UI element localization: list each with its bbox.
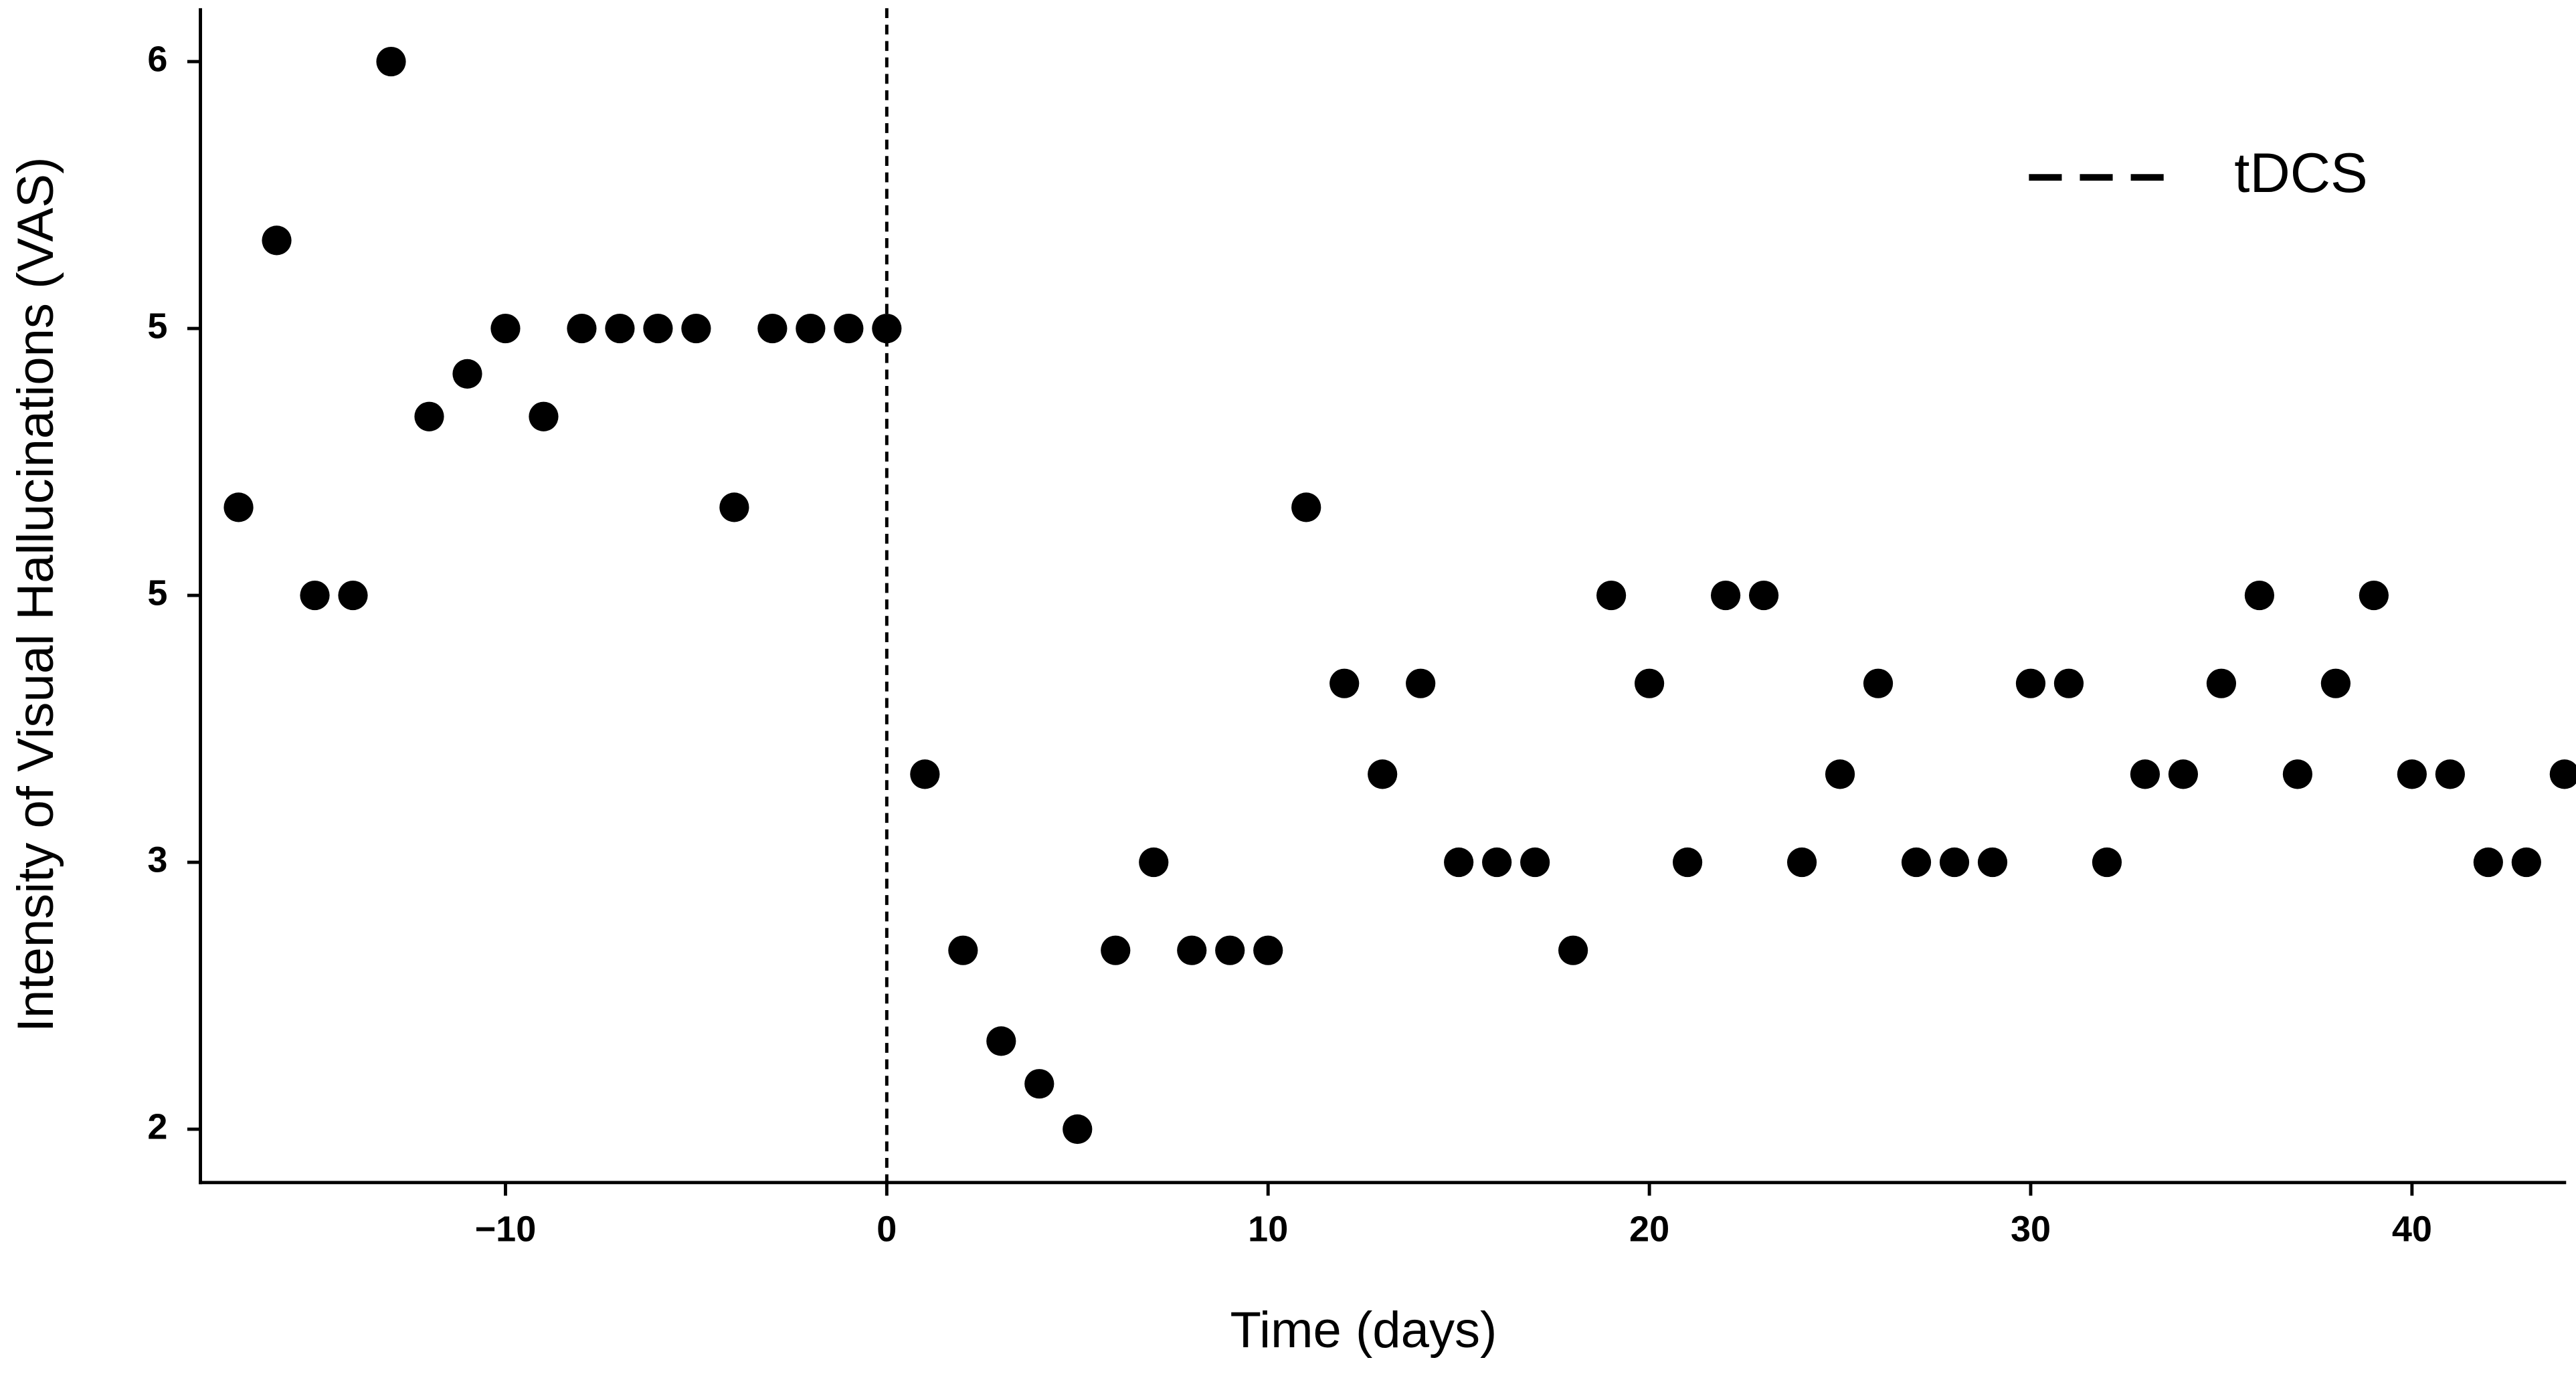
data-point: [1482, 847, 1512, 878]
data-point: [1786, 847, 1817, 878]
data-point: [1635, 668, 1665, 698]
x-tick-label: 10: [1248, 1209, 1288, 1250]
data-point: [1748, 580, 1779, 611]
data-point: [948, 935, 978, 965]
data-point: [1291, 492, 1321, 522]
data-point: [2092, 847, 2122, 878]
data-point: [2130, 759, 2160, 789]
data-point: [300, 580, 330, 611]
data-point: [2282, 759, 2312, 789]
data-point: [719, 492, 749, 522]
data-point: [1596, 580, 1627, 611]
data-point: [1672, 847, 1703, 878]
x-tick-label: 0: [877, 1209, 897, 1250]
data-point: [1063, 1114, 1093, 1145]
data-point: [1710, 580, 1741, 611]
data-point: [2206, 668, 2237, 698]
data-point: [2473, 847, 2503, 878]
data-point: [529, 401, 559, 431]
plot-area: [223, 46, 2576, 1145]
data-point: [605, 313, 635, 344]
data-point: [1825, 759, 1855, 789]
data-point: [1215, 935, 1245, 965]
y-tick-label: 6: [147, 39, 167, 79]
y-tick-label: 5: [147, 306, 167, 346]
data-point: [1939, 847, 1970, 878]
data-point: [1444, 847, 1474, 878]
x-tick-label: 30: [2011, 1209, 2051, 1250]
data-point: [262, 225, 292, 256]
x-tick-label: 40: [2392, 1209, 2432, 1250]
data-point: [1901, 847, 1932, 878]
data-point: [1177, 935, 1207, 965]
data-point: [2435, 759, 2465, 789]
data-point: [452, 359, 482, 389]
data-point: [681, 313, 711, 344]
x-tick-label: −10: [475, 1209, 537, 1250]
data-point: [338, 580, 368, 611]
data-point: [796, 313, 826, 344]
data-point: [1253, 935, 1283, 965]
x-axis-label: Time (days): [1230, 1302, 1497, 1359]
data-point: [986, 1026, 1016, 1056]
data-point: [2015, 668, 2046, 698]
data-point: [1863, 668, 1894, 698]
y-axis-label: Intensity of Visual Hallucinations (VAS): [7, 157, 64, 1033]
data-point: [1520, 847, 1550, 878]
data-point: [2397, 759, 2427, 789]
data-point: [2168, 759, 2199, 789]
data-point: [376, 46, 406, 77]
data-point: [1329, 668, 1360, 698]
data-point: [2053, 668, 2084, 698]
data-point: [567, 313, 597, 344]
y-tick-label: 2: [147, 1106, 167, 1147]
data-point: [2549, 759, 2576, 789]
data-point: [1406, 668, 1436, 698]
data-point: [834, 313, 864, 344]
data-point: [2511, 847, 2541, 878]
data-point: [223, 492, 254, 522]
data-point: [490, 313, 521, 344]
data-point: [2359, 580, 2389, 611]
data-point: [1368, 759, 1398, 789]
data-point: [2244, 580, 2275, 611]
legend-label: tDCS: [2234, 141, 2367, 204]
data-point: [643, 313, 673, 344]
data-point: [1101, 935, 1131, 965]
x-tick-label: 20: [1629, 1209, 1669, 1250]
data-point: [910, 759, 940, 789]
data-point: [1558, 935, 1588, 965]
data-point: [757, 313, 788, 344]
y-tick-label: 5: [147, 573, 167, 613]
data-point: [414, 401, 444, 431]
y-tick-label: 3: [147, 840, 167, 880]
data-point: [1024, 1069, 1054, 1099]
data-point: [2320, 668, 2351, 698]
data-point: [1977, 847, 2008, 878]
data-point: [1139, 847, 1169, 878]
